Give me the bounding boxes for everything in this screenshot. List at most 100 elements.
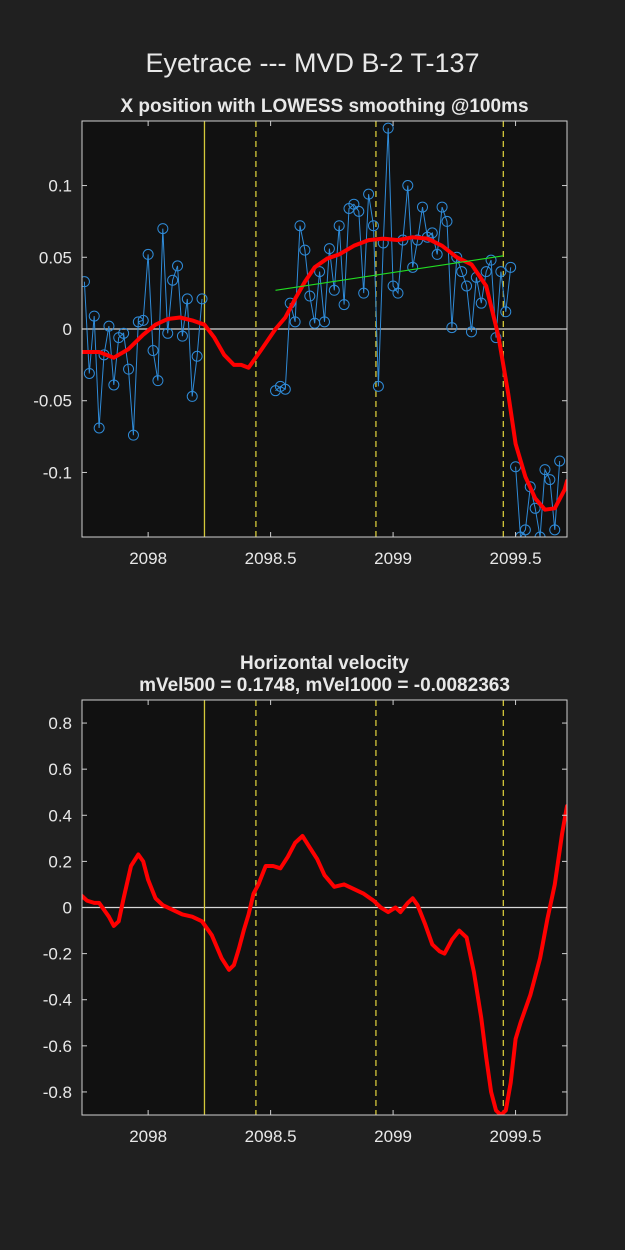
raw-sample-point [142, 248, 154, 260]
raw-trace-line-2 [275, 128, 512, 392]
y-tick-label: 0.8 [48, 714, 72, 733]
x-tick-label: 2099 [374, 1127, 412, 1146]
raw-sample-point [338, 299, 350, 311]
y-tick-label: -0.1 [43, 463, 72, 482]
x-tick-label: 2098.5 [245, 1127, 297, 1146]
raw-sample-point [465, 326, 477, 338]
raw-sample-point [372, 380, 384, 392]
raw-sample-point [118, 327, 130, 339]
raw-sample-point [304, 290, 316, 302]
raw-sample-point [539, 464, 551, 476]
raw-sample-point [83, 367, 95, 379]
raw-trace-line-3 [515, 460, 561, 537]
raw-sample-point [426, 227, 438, 239]
raw-sample-point [123, 363, 135, 375]
raw-sample-point [88, 310, 100, 322]
raw-sample-point [172, 260, 184, 272]
raw-sample-point [534, 531, 546, 537]
raw-sample-point [554, 455, 566, 467]
raw-sample-point [191, 350, 203, 362]
raw-sample-point [299, 244, 311, 256]
raw-sample-point [167, 274, 179, 286]
y-tick-label: 0 [63, 899, 72, 918]
raw-sample-point [544, 474, 556, 486]
smoothed-line [82, 235, 567, 512]
linear-fit-line [275, 255, 504, 291]
raw-sample-point [446, 322, 458, 334]
y-tick-label: 0 [63, 320, 72, 339]
raw-sample-point [392, 287, 404, 299]
y-tick-label: -0.2 [43, 945, 72, 964]
raw-sample-point [363, 188, 375, 200]
y-tick-label: -0.4 [43, 991, 72, 1010]
raw-sample-point [358, 287, 370, 299]
chart-subtitle: mVel500 = 0.1748, mVel1000 = -0.0082363 [139, 675, 510, 696]
raw-sample-point [294, 220, 306, 232]
raw-sample-point [495, 266, 507, 278]
chart-1: 2098 2098.5 2099 2099.5 -0.1 -0.05 0 0.05 0.1 X p… [33, 96, 568, 568]
raw-sample-point [407, 261, 419, 273]
raw-sample-point [132, 316, 144, 328]
raw-sample-point [333, 220, 345, 232]
raw-sample-point [279, 383, 291, 395]
raw-sample-point [328, 284, 340, 296]
x-tick-label: 2098.5 [245, 549, 297, 568]
y-tick-label: 0.1 [48, 177, 72, 196]
raw-sample-point [186, 390, 198, 402]
y-tick-label: 0.05 [39, 248, 72, 267]
raw-sample-point [480, 266, 492, 278]
chart-title: Horizontal velocity [240, 653, 409, 674]
velocity-line [82, 804, 567, 1115]
raw-sample-point [289, 316, 301, 328]
raw-sample-point [103, 320, 115, 332]
y-tick-label: 0.6 [48, 760, 72, 779]
y-tick-label: -0.8 [43, 1083, 72, 1102]
raw-sample-point [431, 248, 443, 260]
chart-title: X position with LOWESS smoothing @100ms [120, 96, 528, 117]
raw-sample-point [314, 266, 326, 278]
raw-sample-point [162, 327, 174, 339]
y-tick-label: 0.4 [48, 806, 72, 825]
raw-sample-point [353, 205, 365, 217]
x-tick-label: 2099.5 [490, 549, 542, 568]
raw-sample-point [108, 379, 120, 391]
raw-sample-point [319, 316, 330, 328]
chart-2: 2098 2098.5 2099 2099.5 -0.8 -0.6 -0.4 -0.2 0 0.2… [43, 653, 568, 1146]
plot-content [82, 700, 567, 1115]
raw-sample-point [485, 254, 497, 266]
raw-sample-point [181, 293, 193, 305]
raw-sample-point [500, 306, 512, 318]
raw-sample-point [127, 429, 139, 441]
x-tick-label: 2099 [374, 549, 412, 568]
raw-sample-point [549, 524, 561, 536]
y-tick-label: -0.05 [33, 392, 72, 411]
raw-sample-point [441, 215, 453, 227]
raw-sample-point [82, 276, 90, 288]
raw-sample-point [461, 280, 473, 292]
raw-sample-point [456, 266, 468, 278]
x-tick-label: 2098 [129, 549, 167, 568]
raw-sample-point [323, 243, 335, 255]
raw-sample-point [137, 314, 149, 326]
plot-content [82, 121, 567, 537]
figure-title: Eyetrace --- MVD B-2 T-137 [145, 48, 480, 78]
raw-sample-point [475, 297, 487, 309]
raw-sample-point [402, 180, 414, 192]
raw-sample-point [505, 261, 517, 273]
raw-sample-point [436, 201, 448, 213]
raw-sample-point [382, 122, 394, 134]
raw-sample-point [147, 345, 159, 357]
raw-sample-point [367, 220, 379, 232]
raw-sample-point [93, 422, 105, 434]
raw-sample-point [196, 293, 208, 305]
raw-sample-point [519, 524, 531, 536]
y-tick-label: 0.2 [48, 852, 72, 871]
raw-sample-point [529, 502, 541, 514]
raw-sample-point [176, 330, 188, 342]
y-tick-label: -0.6 [43, 1037, 72, 1056]
raw-sample-point [416, 201, 428, 213]
x-tick-label: 2098 [129, 1127, 167, 1146]
raw-sample-point [152, 375, 164, 387]
